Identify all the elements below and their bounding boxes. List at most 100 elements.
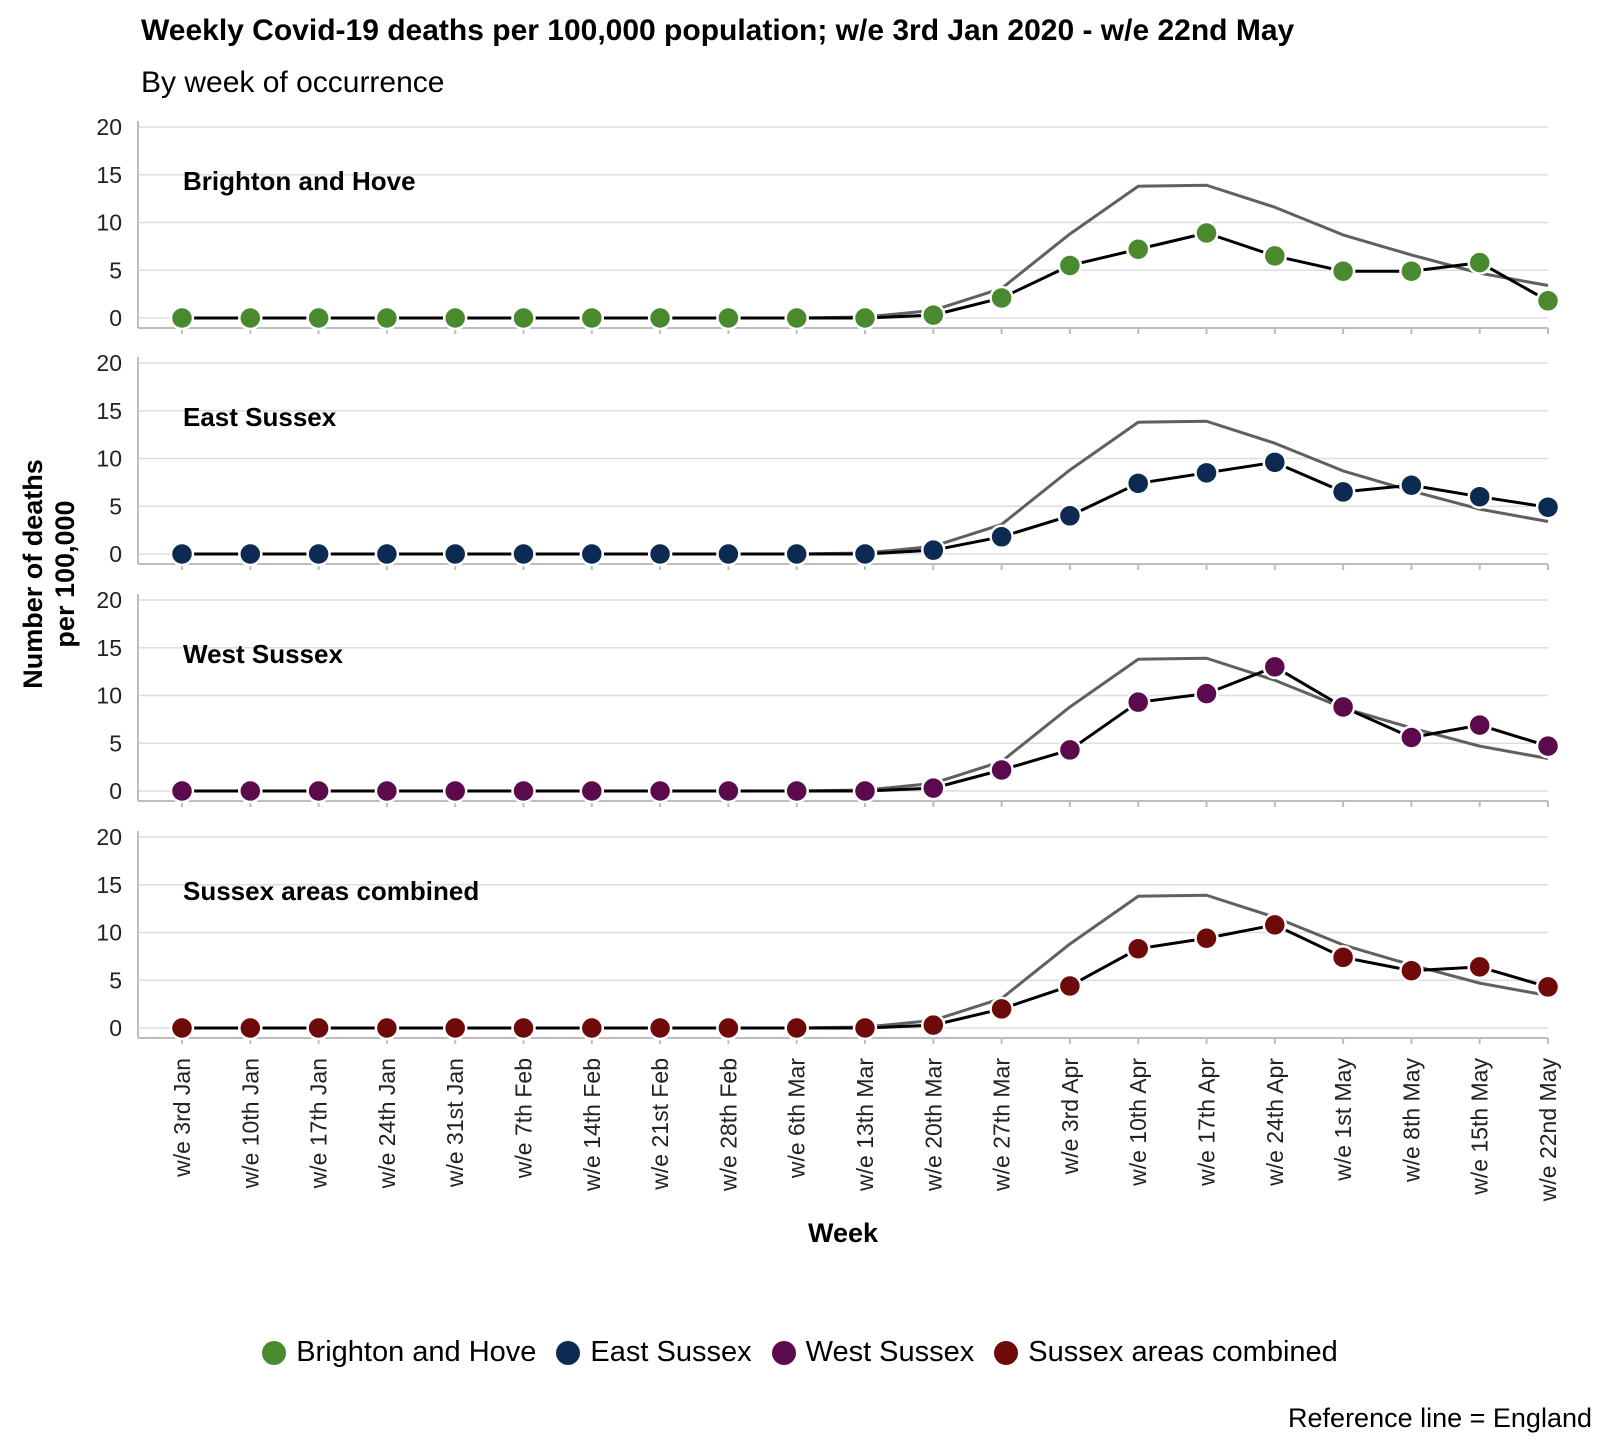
data-point-east-sussex bbox=[1262, 450, 1288, 475]
data-point-east-sussex bbox=[1194, 460, 1219, 486]
x-tick-label: w/e 22nd May bbox=[1535, 1058, 1561, 1203]
data-point-sussex-areas-combined bbox=[1125, 936, 1151, 961]
reference-line-england bbox=[182, 183, 1549, 320]
data-point-east-sussex bbox=[784, 541, 809, 567]
legend-label: Brighton and Hove bbox=[296, 1336, 537, 1368]
y-tick-label: 20 bbox=[96, 587, 122, 613]
y-tick-label: 20 bbox=[96, 824, 122, 850]
legend-marker bbox=[262, 1340, 287, 1365]
data-point-sussex-areas-combined bbox=[647, 1015, 673, 1041]
panel-label-west-sussex: West Sussex bbox=[183, 639, 343, 669]
data-point-sussex-areas-combined bbox=[989, 996, 1014, 1022]
data-point-brighton-and-hove bbox=[1194, 220, 1219, 246]
y-tick-label: 15 bbox=[96, 162, 122, 188]
y-axis-title-line-2: per 100,000 bbox=[50, 500, 80, 647]
series-line-sussex-areas-combined bbox=[182, 923, 1549, 1030]
legend-label: West Sussex bbox=[805, 1336, 975, 1368]
data-point-east-sussex bbox=[306, 541, 331, 567]
data-point-brighton-and-hove bbox=[989, 285, 1014, 311]
data-point-brighton-and-hove bbox=[1125, 236, 1151, 262]
data-point-east-sussex bbox=[989, 524, 1014, 550]
data-point-brighton-and-hove bbox=[784, 305, 809, 331]
series-line-east-sussex bbox=[182, 460, 1549, 556]
series-line-west-sussex bbox=[182, 665, 1549, 793]
legend-item-sussex-areas-combined: Sussex areas combined bbox=[994, 1336, 1338, 1369]
data-point-sussex-areas-combined bbox=[716, 1015, 741, 1041]
data-point-east-sussex bbox=[1467, 484, 1492, 509]
y-axis-title-line-1: Number of deaths bbox=[18, 459, 48, 689]
data-point-brighton-and-hove bbox=[921, 302, 946, 328]
y-tick-label: 15 bbox=[96, 872, 122, 898]
y-tick-label: 20 bbox=[96, 350, 122, 376]
data-point-sussex-areas-combined bbox=[784, 1015, 809, 1041]
data-point-east-sussex bbox=[1057, 503, 1083, 529]
x-tick-label: w/e 21st Feb bbox=[647, 1058, 673, 1191]
data-point-east-sussex bbox=[238, 541, 263, 567]
legend-marker bbox=[771, 1340, 796, 1365]
x-tick-label: w/e 7th Feb bbox=[511, 1058, 537, 1179]
reference-line-england bbox=[182, 656, 1549, 793]
x-tick-label: w/e 10th Apr bbox=[1125, 1058, 1151, 1187]
data-point-sussex-areas-combined bbox=[374, 1015, 400, 1041]
reference-caption: Reference line = England bbox=[1288, 1403, 1592, 1433]
data-point-sussex-areas-combined bbox=[852, 1015, 878, 1041]
chart-title: Weekly Covid-19 deaths per 100,000 popul… bbox=[141, 14, 1295, 47]
x-tick-label: w/e 3rd Apr bbox=[1057, 1058, 1083, 1176]
data-point-west-sussex bbox=[442, 778, 468, 804]
x-tick-label: w/e 3rd Jan bbox=[169, 1058, 195, 1178]
y-tick-label: 0 bbox=[109, 541, 122, 567]
data-point-sussex-areas-combined bbox=[921, 1012, 946, 1038]
data-point-west-sussex bbox=[306, 778, 331, 804]
x-tick-label: w/e 24th Apr bbox=[1262, 1058, 1288, 1187]
y-tick-label: 5 bbox=[109, 730, 122, 756]
data-point-west-sussex bbox=[1535, 733, 1561, 759]
x-tick-label: w/e 14th Feb bbox=[579, 1058, 605, 1192]
legend-item-brighton-and-hove: Brighton and Hove bbox=[262, 1336, 536, 1369]
data-point-sussex-areas-combined bbox=[169, 1015, 195, 1041]
y-tick-label: 5 bbox=[109, 493, 122, 519]
data-point-sussex-areas-combined bbox=[579, 1015, 605, 1041]
data-point-brighton-and-hove bbox=[716, 305, 741, 331]
data-point-sussex-areas-combined bbox=[511, 1015, 536, 1041]
data-point-west-sussex bbox=[1330, 694, 1356, 720]
data-point-east-sussex bbox=[1535, 494, 1561, 520]
y-tick-label: 20 bbox=[96, 114, 122, 140]
legend-label: East Sussex bbox=[590, 1336, 752, 1368]
data-point-sussex-areas-combined bbox=[1399, 958, 1424, 983]
data-point-brighton-and-hove bbox=[1535, 288, 1561, 314]
data-point-sussex-areas-combined bbox=[1057, 973, 1083, 999]
data-point-west-sussex bbox=[1399, 725, 1424, 750]
data-point-east-sussex bbox=[647, 541, 673, 567]
data-point-brighton-and-hove bbox=[1330, 258, 1356, 284]
data-point-west-sussex bbox=[169, 778, 195, 804]
data-point-east-sussex bbox=[579, 541, 605, 567]
data-point-west-sussex bbox=[579, 778, 605, 804]
data-point-brighton-and-hove bbox=[169, 305, 195, 331]
data-point-east-sussex bbox=[1399, 472, 1424, 498]
data-point-west-sussex bbox=[852, 778, 878, 804]
data-point-sussex-areas-combined bbox=[238, 1015, 263, 1041]
legend: Brighton and Hove East Sussex West Sussex S… bbox=[0, 1336, 1600, 1369]
y-tick-label: 0 bbox=[109, 1015, 122, 1041]
y-tick-label: 5 bbox=[109, 967, 122, 993]
data-point-west-sussex bbox=[1467, 712, 1492, 738]
data-point-east-sussex bbox=[921, 537, 946, 563]
data-point-brighton-and-hove bbox=[374, 305, 400, 331]
x-tick-label: w/e 28th Feb bbox=[715, 1058, 741, 1192]
y-tick-label: 10 bbox=[96, 920, 122, 946]
x-tick-label: w/e 17th Jan bbox=[306, 1058, 332, 1189]
data-point-brighton-and-hove bbox=[647, 305, 673, 331]
data-point-east-sussex bbox=[169, 541, 195, 567]
data-point-east-sussex bbox=[442, 541, 468, 567]
y-tick-label: 0 bbox=[109, 305, 122, 331]
data-point-brighton-and-hove bbox=[1467, 250, 1492, 275]
x-tick-label: w/e 17th Apr bbox=[1194, 1058, 1220, 1187]
x-tick-label: w/e 20th Mar bbox=[920, 1058, 946, 1192]
y-tick-label: 10 bbox=[96, 446, 122, 472]
y-tick-label: 0 bbox=[109, 778, 122, 804]
x-tick-label: w/e 1st May bbox=[1330, 1058, 1356, 1182]
data-point-west-sussex bbox=[511, 778, 536, 804]
data-point-west-sussex bbox=[1194, 681, 1219, 706]
data-point-brighton-and-hove bbox=[306, 305, 331, 331]
data-point-east-sussex bbox=[852, 541, 878, 567]
